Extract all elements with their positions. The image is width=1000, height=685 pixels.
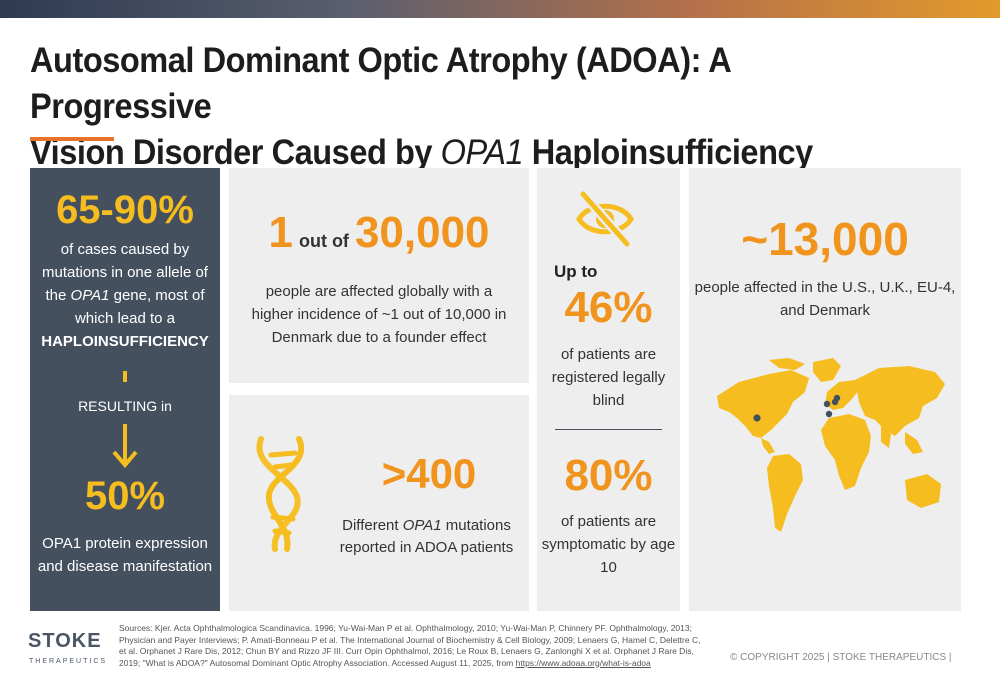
title-underline	[30, 137, 114, 141]
title-line-1: Autosomal Dominant Optic Atrophy (ADOA):…	[30, 41, 731, 126]
regional-desc: people affected in the U.S., U.K., EU-4,…	[694, 279, 956, 319]
page-title: Autosomal Dominant Optic Atrophy (ADOA):…	[30, 38, 914, 176]
regional-panel: ~13,000 people affected in the U.S., U.K…	[689, 168, 961, 611]
incidence-ratio: 1 out of 30,000	[229, 208, 529, 258]
incidence-desc: people are affected globally with a high…	[251, 283, 507, 346]
stat-80-desc: of patients are symptomatic by age 10	[541, 513, 676, 576]
incidence-denominator: 30,000	[354, 208, 490, 257]
header-gradient-bar	[0, 0, 1000, 18]
upto-label: Up to	[554, 262, 598, 281]
stoke-logo-sub: THERAPEUTICS	[29, 658, 108, 665]
stat-46-desc: of patients are registered legally blind	[551, 346, 666, 409]
blindness-panel: Up to 46% of patients are registered leg…	[537, 168, 680, 611]
resulting-label: RESULTING in	[78, 398, 172, 414]
stat-65-90-desc: of cases caused by mutations in one alle…	[41, 241, 209, 350]
regional-count: ~13,000	[741, 213, 909, 265]
title-gene: OPA1	[440, 133, 524, 172]
incidence-numerator: 1	[268, 208, 293, 257]
arrow-down-icon	[112, 424, 138, 468]
mutations-panel: >400 Different OPA1 mutations reported i…	[229, 395, 529, 611]
sources-text: Sources: Kjer. Acta Ophthalmologica Scan…	[119, 623, 701, 668]
stat-46: 46%	[564, 283, 653, 332]
stat-65-90: 65-90%	[56, 188, 194, 232]
sources-link[interactable]: https://www.adoaa.org/what-is-adoa	[515, 657, 651, 668]
stoke-logo: STOKE	[28, 630, 102, 652]
incidence-panel: 1 out of 30,000 people are affected global…	[229, 168, 529, 383]
stat-divider	[555, 429, 662, 430]
stat-50-desc: OPA1 protein expression and disease mani…	[37, 535, 213, 575]
stat-80: 80%	[564, 451, 653, 500]
mutations-count: >400	[381, 450, 477, 497]
mutations-desc: Different OPA1 mutations reported in ADO…	[339, 517, 514, 556]
copyright-text: © COPYRIGHT 2025 | STOKE THERAPEUTICS |	[730, 652, 952, 663]
stat-50: 50%	[84, 474, 166, 518]
eye-slash-icon	[576, 190, 634, 248]
dna-icon	[256, 436, 305, 552]
incidence-connector: out of	[298, 231, 349, 251]
title-line-2-end: Haploinsufficiency	[523, 133, 814, 172]
world-map-icon	[717, 358, 945, 532]
haploinsufficiency-panel: 65-90% of cases caused by mutations in o…	[30, 168, 220, 611]
connector-tick	[123, 371, 127, 382]
